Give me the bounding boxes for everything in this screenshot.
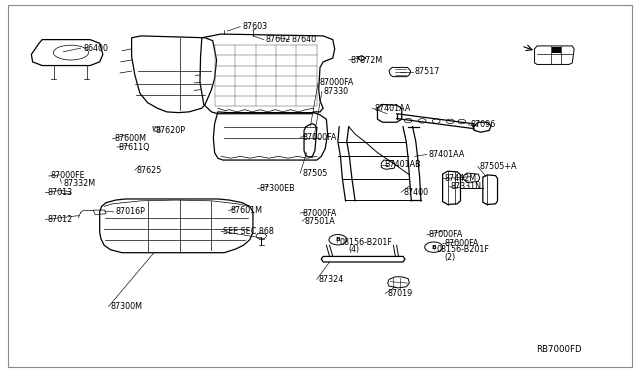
Text: B: B [431,245,436,250]
Text: (2): (2) [445,253,456,262]
Text: 87330: 87330 [324,87,349,96]
Text: 87872M: 87872M [351,56,383,65]
Text: 87601M: 87601M [230,206,262,215]
Text: 87611Q: 87611Q [119,142,150,151]
Text: 87600M: 87600M [115,134,147,144]
Text: 87401AA: 87401AA [374,104,411,113]
Text: 87505+A: 87505+A [479,162,517,171]
Text: 87640: 87640 [291,35,316,44]
Text: 87602: 87602 [266,35,291,44]
Text: 87016P: 87016P [116,208,145,217]
Text: 87517: 87517 [415,67,440,76]
Text: 87019: 87019 [387,289,412,298]
Text: 87013: 87013 [47,188,72,197]
Text: 87000FA: 87000FA [320,78,355,87]
Text: 87000FA: 87000FA [429,230,463,240]
Text: 87501A: 87501A [304,217,335,226]
Text: 08156-B201F: 08156-B201F [339,238,392,247]
Bar [552,46,561,53]
Text: 87625: 87625 [137,166,162,174]
Text: 87300EB: 87300EB [259,184,295,193]
Text: 87012: 87012 [47,215,72,224]
Text: 08156-B201F: 08156-B201F [436,245,489,254]
Text: 87332M: 87332M [63,179,95,187]
Text: 87331N: 87331N [451,182,482,191]
Text: 87603: 87603 [242,22,268,31]
Text: 87096: 87096 [470,121,495,129]
Text: RB7000FD: RB7000FD [536,345,582,354]
Text: 87620P: 87620P [156,126,186,135]
Text: 87400: 87400 [403,188,428,197]
Text: 87505: 87505 [302,169,328,177]
Text: 87000FA: 87000FA [445,239,479,248]
Text: B7401AB: B7401AB [384,160,420,169]
Text: (4): (4) [349,245,360,254]
Text: 87442M: 87442M [445,174,477,183]
Text: 87324: 87324 [319,275,344,284]
Text: 87300M: 87300M [111,302,143,311]
Text: 87401AA: 87401AA [429,150,465,159]
Text: SEE SEC.868: SEE SEC.868 [223,227,274,236]
Text: 87000FA: 87000FA [302,209,337,218]
Text: 87000FE: 87000FE [51,171,85,180]
Text: 86400: 86400 [84,44,109,53]
Text: 87000FA: 87000FA [302,133,337,142]
Text: B: B [335,237,340,242]
